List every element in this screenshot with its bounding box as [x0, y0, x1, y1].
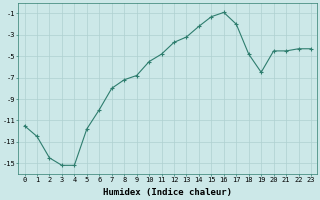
X-axis label: Humidex (Indice chaleur): Humidex (Indice chaleur) [103, 188, 232, 197]
